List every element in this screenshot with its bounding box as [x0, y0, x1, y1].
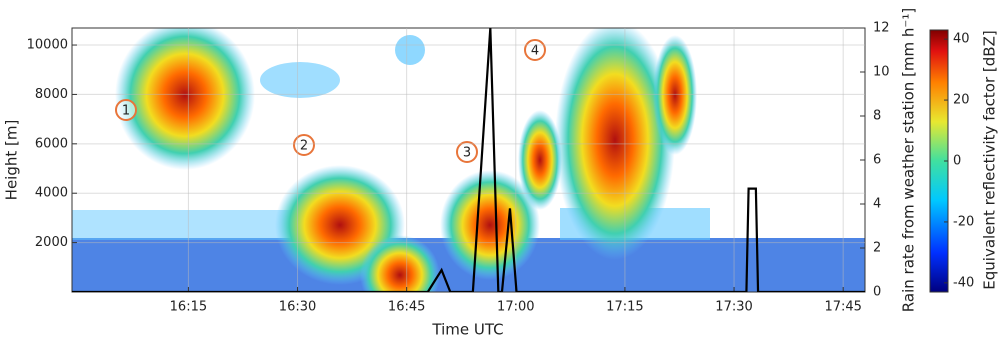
y2-axis-label: Rain rate from weather station [mm h⁻¹]: [900, 8, 918, 312]
annotation-circle: [115, 99, 137, 121]
x-tick-label: 16:30: [279, 300, 316, 315]
rain-rate-line: [72, 28, 865, 292]
annotation: 2: [300, 139, 308, 154]
y-tick-label: 6000: [35, 136, 68, 151]
y2-tick-label: 4: [873, 197, 881, 212]
y2-tick-label: 0: [873, 285, 881, 300]
annotations: 1 2 3 4: [115, 39, 546, 163]
annotation: 1: [122, 104, 130, 119]
y-tick-label: 2000: [35, 235, 68, 250]
x-tick-label: 17:15: [606, 300, 643, 315]
annotation-circle: [293, 134, 315, 156]
x-tick-label: 17:00: [497, 300, 534, 315]
x-tick-label: 16:15: [170, 300, 207, 315]
y2-tick-label: 2: [873, 241, 881, 256]
y2-tick-label: 10: [873, 65, 890, 80]
colorbar-label: Equivalent reflectivity factor [dBZ]: [981, 30, 999, 289]
colorbar-tick-label: -40: [953, 275, 974, 290]
colorbar-tick-label: 0: [953, 154, 961, 169]
y2-tick-label: 8: [873, 109, 881, 124]
y-tick-label: 10000: [27, 38, 68, 53]
x-tick-label: 17:45: [824, 300, 861, 315]
reflectivity-field: [72, 28, 865, 292]
annotation: 3: [463, 146, 471, 161]
x-tick-label: 17:30: [715, 300, 752, 315]
x-tick-label: 16:45: [388, 300, 425, 315]
annotation-circle: [456, 141, 478, 163]
y2-tick-label: 12: [873, 21, 890, 36]
annotation: 4: [531, 44, 539, 59]
y-axis-label: Height [m]: [3, 120, 21, 201]
colorbar-tick-label: -20: [953, 214, 974, 229]
y2-tick-label: 6: [873, 153, 881, 168]
y-tick-label: 8000: [35, 87, 68, 102]
x-axis-label: Time UTC: [431, 321, 503, 339]
colorbar-tick-label: 40: [953, 32, 970, 47]
y-tick-label: 4000: [35, 186, 68, 201]
colorbar-tick-label: 20: [953, 93, 970, 108]
